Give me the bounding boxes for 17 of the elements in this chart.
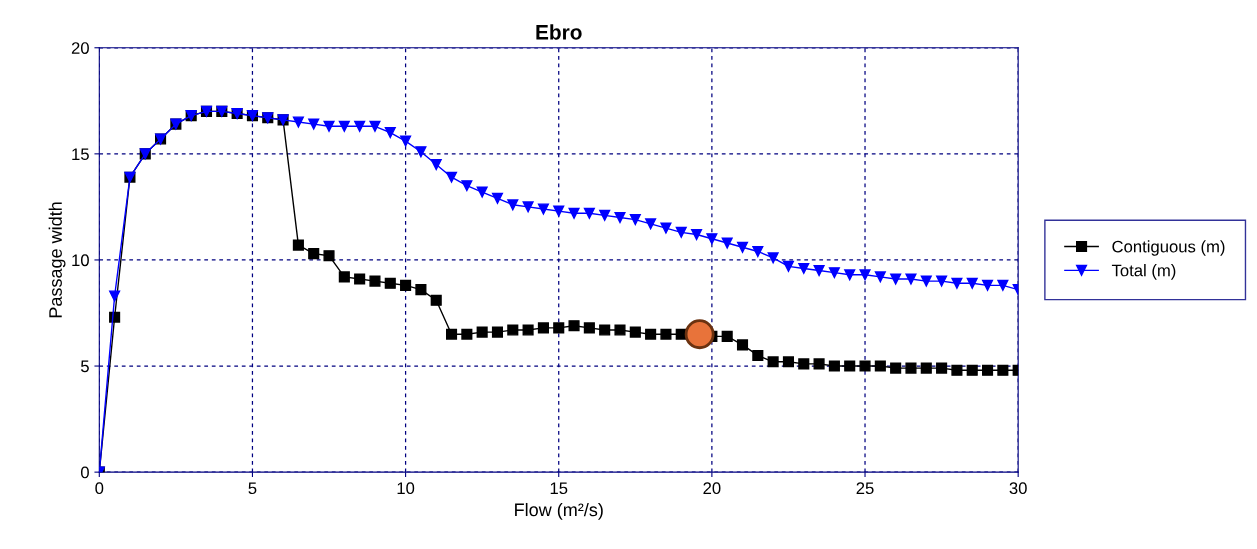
- x-tick-label: 10: [397, 482, 415, 495]
- legend-label: Total (m): [1111, 264, 1176, 280]
- chart-title: Ebro: [536, 24, 582, 40]
- y-tick-label: 10: [72, 254, 89, 267]
- x-tick-label: 25: [856, 482, 874, 495]
- x-tick-label: 5: [248, 482, 257, 495]
- legend-label: Contiguous (m): [1112, 240, 1225, 256]
- y-axis-title: Passage width: [48, 202, 66, 318]
- x-tick-label: 0: [95, 482, 104, 495]
- x-tick-label: 20: [703, 482, 721, 495]
- x-tick-label: 15: [550, 482, 568, 495]
- y-tick-label: 5: [80, 360, 89, 373]
- x-axis-title: Flow (m²/s): [515, 502, 603, 520]
- y-tick-label: 20: [71, 42, 89, 54]
- y-tick-label: 15: [72, 148, 89, 161]
- y-tick-label: 0: [80, 466, 89, 479]
- x-tick-label: 30: [1009, 482, 1027, 495]
